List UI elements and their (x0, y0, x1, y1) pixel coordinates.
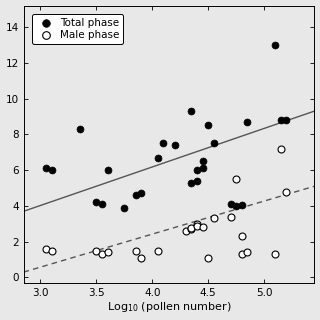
Male phase (228, 214, 233, 219)
Total phase (189, 108, 194, 114)
Male phase (245, 250, 250, 255)
Total phase (200, 159, 205, 164)
Male phase (211, 216, 216, 221)
Male phase (105, 250, 110, 255)
Total phase (155, 155, 160, 160)
Male phase (133, 248, 138, 253)
Male phase (239, 252, 244, 257)
Male phase (189, 227, 194, 232)
Total phase (77, 126, 82, 132)
Total phase (206, 123, 211, 128)
Total phase (200, 166, 205, 171)
Male phase (49, 248, 54, 253)
Total phase (133, 193, 138, 198)
Total phase (278, 117, 284, 123)
Male phase (44, 246, 49, 252)
Legend: Total phase, Male phase: Total phase, Male phase (32, 13, 124, 44)
Male phase (139, 255, 144, 260)
Male phase (273, 252, 278, 257)
Total phase (195, 178, 200, 183)
Total phase (189, 180, 194, 185)
Male phase (94, 248, 99, 253)
Male phase (284, 189, 289, 194)
Total phase (49, 168, 54, 173)
Total phase (94, 200, 99, 205)
Total phase (44, 166, 49, 171)
Total phase (122, 205, 127, 210)
Male phase (155, 248, 160, 253)
Male phase (195, 221, 200, 226)
Total phase (211, 141, 216, 146)
Male phase (234, 177, 239, 182)
Total phase (284, 117, 289, 123)
Total phase (105, 168, 110, 173)
Male phase (200, 225, 205, 230)
Total phase (234, 203, 239, 208)
Total phase (228, 202, 233, 207)
Total phase (161, 141, 166, 146)
Total phase (239, 203, 244, 208)
Male phase (100, 252, 105, 257)
Total phase (139, 191, 144, 196)
Male phase (195, 224, 200, 229)
Male phase (278, 146, 284, 151)
Total phase (245, 119, 250, 124)
Total phase (172, 142, 177, 148)
X-axis label: Log$_{10}$ (pollen number): Log$_{10}$ (pollen number) (107, 300, 231, 315)
Male phase (189, 226, 194, 231)
Male phase (183, 228, 188, 234)
Total phase (273, 42, 278, 47)
Total phase (195, 168, 200, 173)
Male phase (239, 234, 244, 239)
Total phase (100, 202, 105, 207)
Male phase (206, 255, 211, 260)
